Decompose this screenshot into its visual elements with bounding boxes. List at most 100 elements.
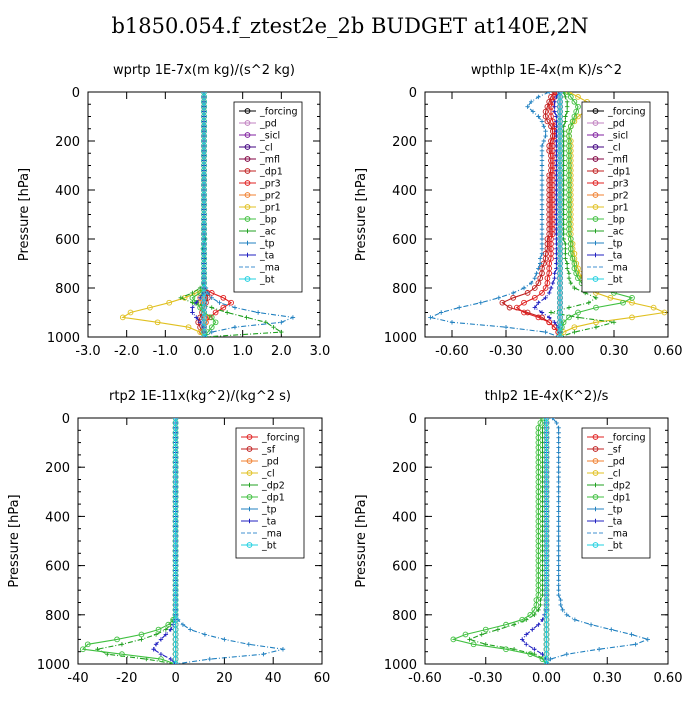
data-point <box>544 118 551 125</box>
data-point <box>208 324 215 331</box>
legend-entry: _ma <box>261 529 282 540</box>
legend-marker <box>244 168 251 174</box>
data-point <box>530 109 536 114</box>
data-point <box>532 276 537 281</box>
legend-marker <box>592 470 599 476</box>
data-point <box>166 299 173 306</box>
data-point <box>190 310 195 315</box>
legend-entry: _ac <box>259 227 276 238</box>
x-tick-label: -40 <box>67 671 88 686</box>
data-point <box>556 548 561 554</box>
data-point <box>188 627 193 632</box>
legend-marker <box>247 506 252 512</box>
data-point <box>220 294 227 301</box>
data-point <box>556 509 561 514</box>
data-point <box>573 260 580 267</box>
y-tick-label: 400 <box>392 510 417 525</box>
series-group <box>80 418 286 664</box>
data-point <box>168 627 173 632</box>
data-point <box>539 173 545 178</box>
y-tick-label: 200 <box>45 461 70 476</box>
data-point <box>539 148 545 153</box>
legend-entry: _sicl <box>607 131 628 142</box>
data-point <box>279 329 284 335</box>
data-point <box>530 627 535 632</box>
data-point <box>439 310 444 315</box>
y-tick-label: 800 <box>55 282 80 297</box>
y-tick-label: 1000 <box>384 658 417 673</box>
legend-entry: _dp1 <box>261 493 285 504</box>
data-point <box>536 300 541 305</box>
data-point <box>536 266 541 271</box>
data-point <box>575 315 581 320</box>
data-point <box>575 265 581 272</box>
data-point <box>222 637 227 642</box>
y-tick-label: 800 <box>392 609 417 624</box>
data-point <box>563 256 568 261</box>
legend-entry: _bt <box>259 275 275 286</box>
legend-marker <box>246 434 253 440</box>
legend-entry: _ma <box>259 263 280 274</box>
data-point <box>572 329 577 335</box>
data-point <box>165 621 172 628</box>
legend-marker <box>592 168 599 174</box>
data-point <box>521 309 527 316</box>
legend-marker <box>246 542 253 548</box>
x-tick-label: -0.60 <box>408 671 442 686</box>
data-point <box>539 207 545 212</box>
data-point <box>548 113 554 120</box>
data-point <box>568 280 573 286</box>
legend-entry: _ta <box>259 251 274 262</box>
data-point <box>544 245 551 252</box>
data-point <box>539 231 545 237</box>
y-axis-label: Pressure [hPa] <box>17 168 32 261</box>
data-point <box>539 153 545 158</box>
data-point <box>194 300 199 305</box>
y-tick-label: 600 <box>392 233 417 248</box>
data-point <box>550 418 555 421</box>
y-tick-label: 200 <box>392 461 417 476</box>
data-point <box>569 245 576 252</box>
y-tick-label: 600 <box>45 560 70 575</box>
data-point <box>546 319 553 326</box>
data-point <box>556 533 561 539</box>
legend-entry: _dp1 <box>259 167 283 178</box>
data-point <box>539 182 545 188</box>
data-point <box>531 294 538 301</box>
legend-entry: _cl <box>261 469 275 480</box>
data-point <box>280 647 286 652</box>
data-point <box>566 271 572 276</box>
data-point <box>546 147 553 154</box>
data-point <box>546 270 553 277</box>
data-point <box>548 255 554 262</box>
data-point <box>533 602 540 608</box>
data-point <box>539 202 545 207</box>
data-point <box>607 294 614 301</box>
data-point <box>189 294 196 301</box>
data-point <box>661 309 668 316</box>
data-point <box>228 299 234 306</box>
data-point <box>539 168 545 173</box>
data-point <box>202 632 208 637</box>
data-point <box>556 563 561 568</box>
data-point <box>546 231 553 237</box>
legend-entry: _tp <box>607 505 623 516</box>
legend-entry: _pr1 <box>607 203 629 214</box>
data-point <box>119 642 125 647</box>
x-tick-label: 0.0 <box>194 344 215 359</box>
x-tick-label: 20 <box>216 671 233 686</box>
data-point <box>450 636 457 643</box>
x-tick-label: -2.0 <box>114 344 139 359</box>
legend-entry: _bp <box>607 215 625 226</box>
y-axis-label: Pressure [hPa] <box>354 168 369 261</box>
legend-marker <box>592 276 599 282</box>
data-point <box>208 314 215 321</box>
legend-entry: _bp <box>259 215 277 226</box>
data-point <box>212 309 219 316</box>
data-point <box>529 280 534 286</box>
data-point <box>554 420 559 426</box>
data-point <box>566 231 572 237</box>
data-point <box>539 310 545 315</box>
data-point <box>153 632 159 637</box>
